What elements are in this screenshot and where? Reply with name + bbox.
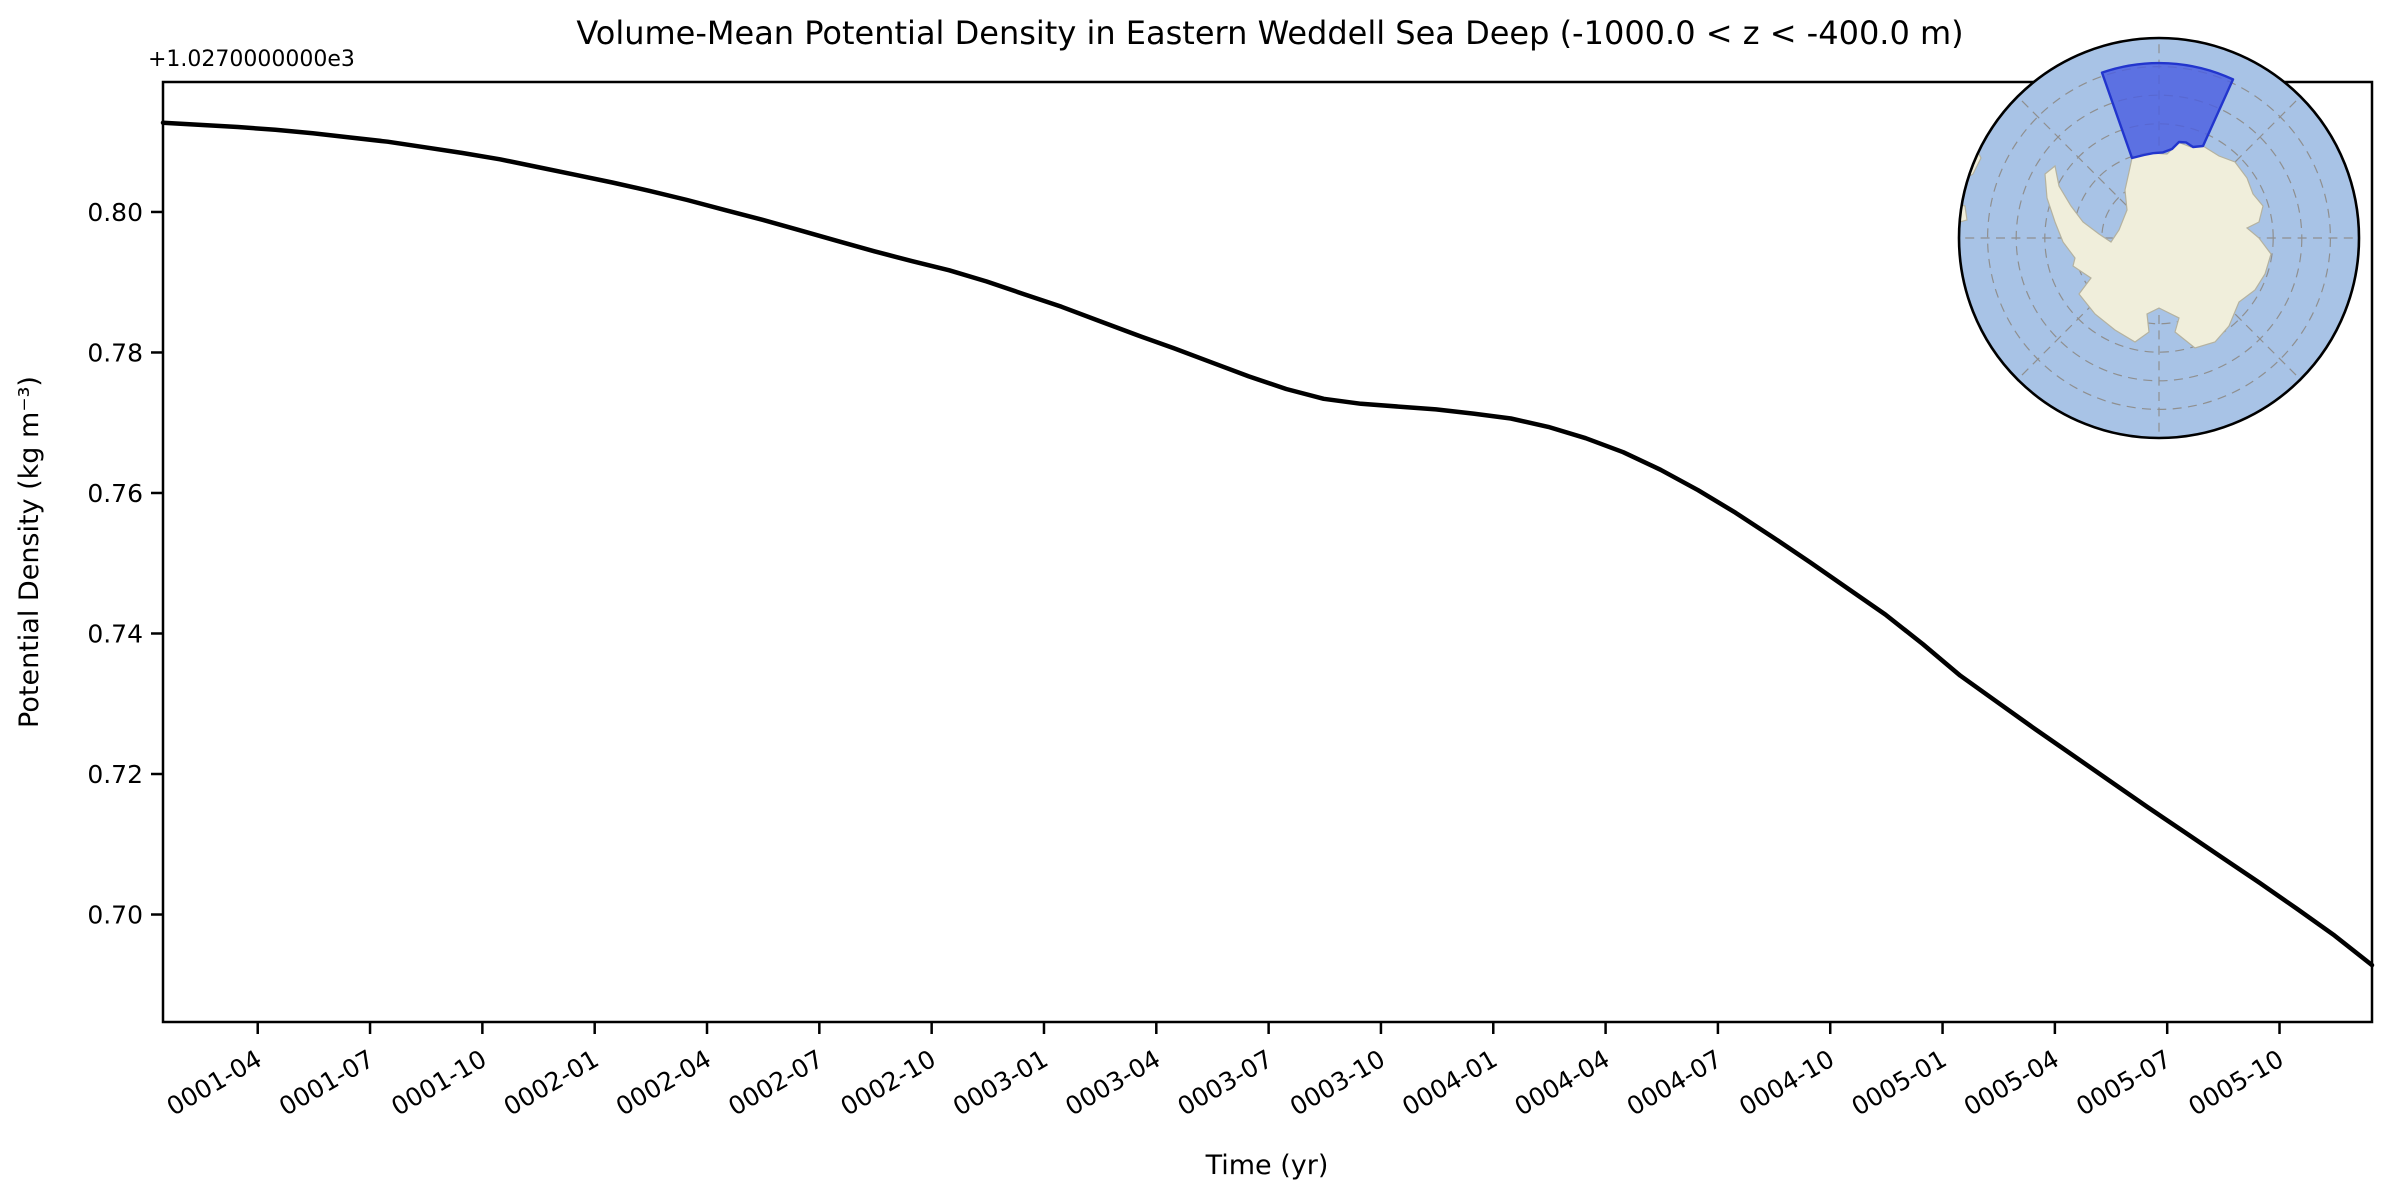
y-tick-label: 0.78 xyxy=(87,338,143,367)
density-line xyxy=(160,120,2375,968)
y-tick-label: 0.80 xyxy=(87,198,143,227)
y-axis-offset-text: +1.0270000000e3 xyxy=(148,47,355,72)
map-boundary xyxy=(1957,36,2361,440)
antarctica-landmass xyxy=(2044,141,2272,349)
region-highlight-wedge xyxy=(2100,61,2235,160)
x-axis-label: Time (yr) xyxy=(1205,1150,1329,1181)
y-axis-label: Potential Density (kg m⁻³) xyxy=(14,376,45,728)
y-tick-label: 0.72 xyxy=(87,760,143,789)
chart-title: Volume-Mean Potential Density in Eastern… xyxy=(576,14,1963,52)
y-tick-label: 0.76 xyxy=(87,479,143,508)
y-tick-label: 0.74 xyxy=(87,619,143,648)
y-tick-label: 0.70 xyxy=(87,901,143,930)
y-axis-ticks: 0.70 0.72 0.74 0.76 0.78 0.80 xyxy=(87,198,163,930)
